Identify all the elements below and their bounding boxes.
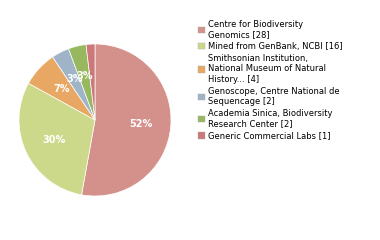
Text: 3%: 3% bbox=[66, 74, 82, 84]
Text: 3%: 3% bbox=[76, 71, 93, 81]
Wedge shape bbox=[52, 49, 95, 120]
Wedge shape bbox=[82, 44, 171, 196]
Wedge shape bbox=[86, 44, 95, 120]
Legend: Centre for Biodiversity
Genomics [28], Mined from GenBank, NCBI [16], Smithsonia: Centre for Biodiversity Genomics [28], M… bbox=[198, 20, 343, 140]
Text: 52%: 52% bbox=[129, 119, 152, 129]
Text: 30%: 30% bbox=[42, 135, 65, 145]
Wedge shape bbox=[68, 45, 95, 120]
Wedge shape bbox=[28, 57, 95, 120]
Text: 7%: 7% bbox=[53, 84, 70, 94]
Wedge shape bbox=[19, 83, 95, 195]
